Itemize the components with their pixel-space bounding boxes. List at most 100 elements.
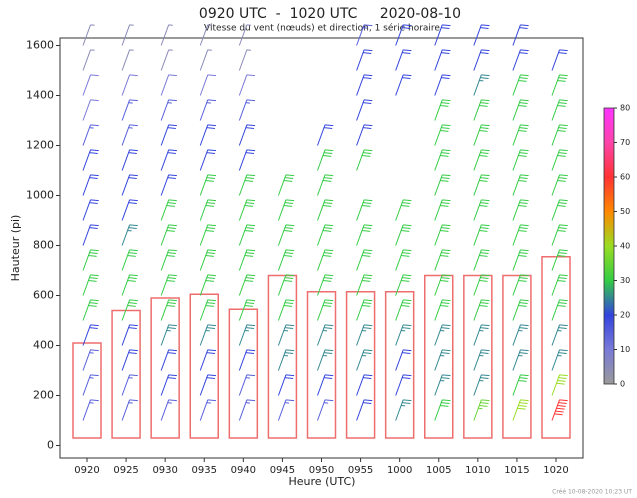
wind-barb: [473, 349, 490, 371]
wind-barb: [317, 174, 334, 196]
x-tick-label: 0920: [74, 465, 99, 476]
wind-barb: [512, 174, 529, 196]
wind-barb: [434, 224, 451, 246]
wind-barb: [395, 74, 412, 96]
wind-barb: [512, 49, 529, 71]
y-tick-label: 1000: [26, 189, 54, 202]
wind-barb: [512, 399, 529, 421]
wind-barb: [473, 49, 490, 71]
wind-barb: [238, 299, 256, 321]
wind-barb: [82, 99, 99, 121]
wind-barb: [82, 199, 99, 221]
x-tick-label: 1015: [504, 465, 529, 476]
wind-barb: [473, 24, 490, 46]
wind-barb: [551, 49, 568, 71]
wind-barb: [356, 399, 373, 421]
wind-barb: [551, 324, 568, 346]
wind-barb: [121, 349, 138, 371]
box: [72, 342, 102, 439]
wind-barb: [199, 324, 217, 346]
wind-barb: [82, 399, 99, 421]
wind-barb: [395, 299, 412, 321]
wind-barb: [356, 49, 373, 71]
wind-barb: [551, 74, 568, 96]
box: [541, 256, 571, 439]
wind-barb: [434, 24, 451, 46]
wind-barb: [160, 224, 177, 246]
wind-barb: [121, 324, 138, 346]
wind-barb: [356, 99, 373, 121]
wind-barb: [512, 124, 529, 146]
wind-barb: [356, 74, 373, 96]
wind-barb: [512, 349, 529, 371]
box: [150, 297, 180, 439]
wind-barb: [199, 349, 217, 371]
wind-barb: [199, 249, 217, 271]
box: [463, 274, 493, 439]
wind-barb: [199, 374, 217, 396]
wind-barb: [512, 299, 529, 321]
wind-barb: [82, 49, 95, 71]
x-tick-label: 0950: [309, 465, 334, 476]
x-tick-label: 0945: [270, 465, 295, 476]
wind-barb: [121, 24, 134, 46]
wind-barb: [238, 149, 256, 171]
wind-barb: [160, 349, 177, 371]
wind-barb: [121, 199, 138, 221]
x-tick-label: 1005: [426, 465, 451, 476]
wind-barb: [160, 299, 177, 321]
wind-barb: [121, 174, 138, 196]
wind-barb: [277, 324, 295, 346]
wind-barb: [356, 249, 373, 271]
wind-barb: [356, 374, 373, 396]
y-tick-label: 1400: [26, 89, 54, 102]
y-tick-label: 0: [47, 439, 54, 452]
wind-barb: [82, 324, 99, 346]
y-tick-label: 200: [33, 389, 54, 402]
wind-barb: [473, 124, 490, 146]
wind-barb: [317, 249, 334, 271]
wind-barb: [473, 149, 490, 171]
wind-barb: [121, 149, 138, 171]
wind-barb: [512, 224, 529, 246]
wind-barb: [121, 399, 138, 421]
wind-barb: [551, 174, 568, 196]
wind-barb: [121, 99, 138, 121]
wind-barb: [199, 399, 217, 421]
wind-barb: [317, 299, 334, 321]
wind-barb: [434, 124, 451, 146]
wind-barb: [356, 299, 373, 321]
wind-barb: [434, 249, 451, 271]
wind-barb: [356, 274, 373, 296]
wind-barb: [395, 199, 412, 221]
wind-barb: [356, 349, 373, 371]
wind-barb: [238, 99, 256, 121]
wind-barb: [238, 174, 256, 196]
wind-barb: [434, 174, 451, 196]
y-tick-label: 1200: [26, 139, 54, 152]
wind-barb: [199, 74, 217, 96]
y-tick-label: 1600: [26, 39, 54, 52]
wind-barb: [473, 74, 490, 96]
wind-barb: [356, 149, 373, 171]
wind-barb: [238, 374, 256, 396]
wind-barb: [317, 349, 334, 371]
wind-barb: [317, 199, 334, 221]
wind-barb: [551, 399, 568, 421]
wind-barb: [82, 249, 99, 271]
wind-barb: [434, 349, 451, 371]
wind-barb: [317, 224, 334, 246]
wind-barb: [199, 49, 212, 71]
y-axis-label: Hauteur (pi): [9, 215, 22, 282]
wind-barb: [199, 99, 217, 121]
wind-barb: [395, 274, 412, 296]
colorbar-tick-label: 20: [620, 311, 630, 320]
wind-barb: [434, 274, 451, 296]
x-tick-label: 0940: [231, 465, 256, 476]
wind-barb: [434, 299, 451, 321]
wind-barb: [160, 274, 177, 296]
wind-barb: [395, 374, 412, 396]
wind-barb: [434, 49, 451, 71]
footer: Créé 10-08-2020 10:23 UT: [552, 489, 632, 496]
